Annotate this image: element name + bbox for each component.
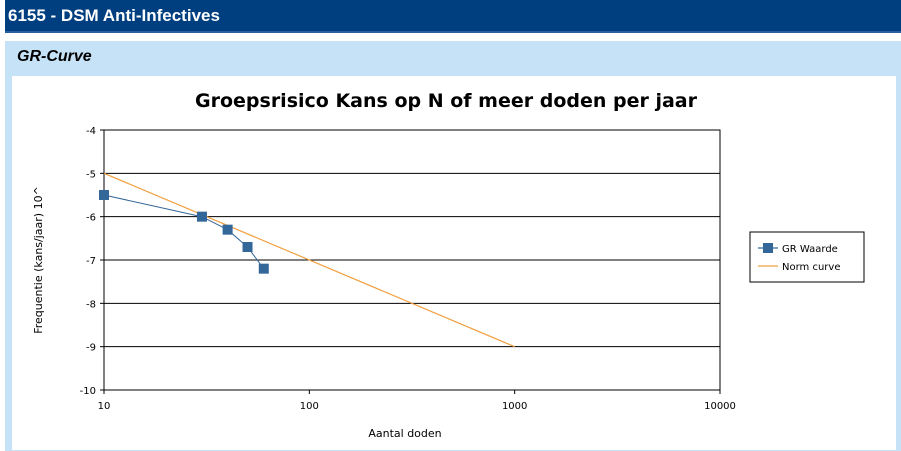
series-group <box>99 172 515 348</box>
legend-label-norm-curve: Norm curve <box>782 262 840 273</box>
norm-curve-line <box>103 172 515 348</box>
x-tick-labels: 10 100 1000 10000 <box>98 401 736 412</box>
legend-marker-gr-waarde <box>763 243 773 253</box>
y-tick-label: -7 <box>86 256 96 267</box>
gr-waarde-point <box>258 263 269 274</box>
gr-waarde-point <box>99 190 109 200</box>
panel-title: GR-Curve <box>17 48 92 65</box>
chart-title: Groepsrisico Kans op N of meer doden per… <box>195 90 698 112</box>
x-tick-label: 10000 <box>704 401 736 412</box>
y-tick-label: -6 <box>86 213 96 224</box>
y-tick-label: -4 <box>86 126 96 137</box>
legend-label-gr-waarde: GR Waarde <box>782 244 838 255</box>
app-header: 6155 - DSM Anti-Infectives <box>0 0 901 33</box>
grid-lines <box>100 129 721 394</box>
x-tick-label: 1000 <box>502 401 527 412</box>
x-tick-label: 100 <box>300 401 319 412</box>
gr-waarde-point <box>222 224 233 235</box>
y-tick-labels: -4 -5 -6 -7 -8 -9 -10 <box>80 126 96 397</box>
chart-legend: GR Waarde Norm curve <box>749 231 865 283</box>
gr-waarde-point <box>196 211 207 222</box>
x-tick-label: 10 <box>98 401 111 412</box>
gr-waarde-point <box>242 242 253 252</box>
y-tick-label: -5 <box>86 169 96 180</box>
y-tick-label: -10 <box>80 386 96 397</box>
gr-curve-chart: Groepsrisico Kans op N of meer doden per… <box>12 76 896 450</box>
y-tick-label: -9 <box>86 343 96 354</box>
x-axis-label: Aantal doden <box>368 427 441 440</box>
legend-box <box>749 231 865 283</box>
y-axis-label: Frequentie (kans/jaar) 10^ <box>32 186 45 334</box>
y-tick-label: -8 <box>86 299 96 310</box>
app-title: 6155 - DSM Anti-Infectives <box>8 6 220 25</box>
left-margin <box>0 0 5 451</box>
